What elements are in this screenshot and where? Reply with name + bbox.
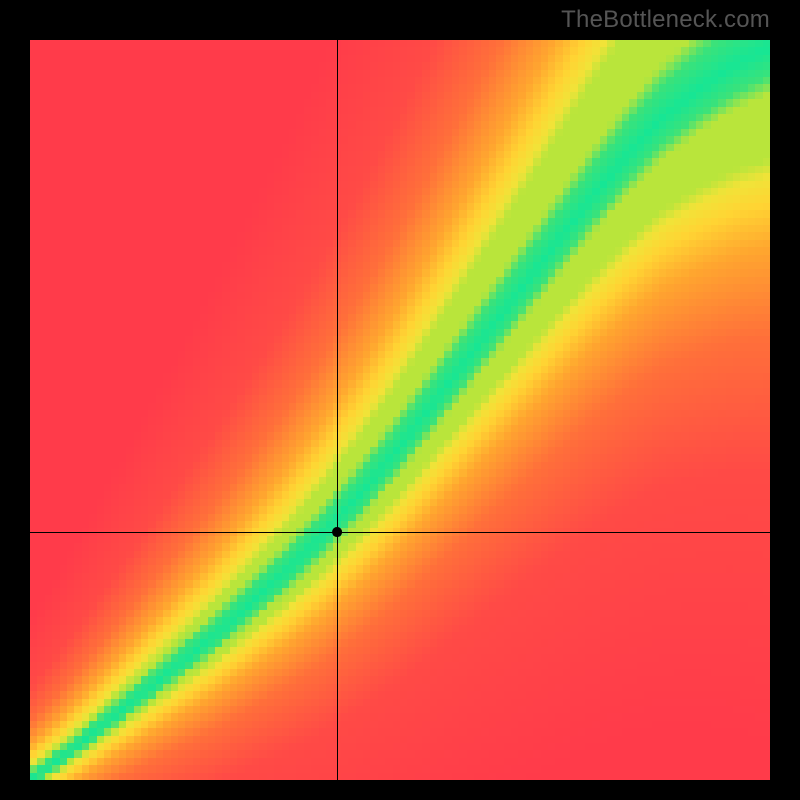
heatmap-plot	[30, 40, 770, 780]
heatmap-canvas	[30, 40, 770, 780]
page-root: { "watermark": { "text": "TheBottleneck.…	[0, 0, 800, 800]
watermark-text: TheBottleneck.com	[561, 6, 770, 34]
